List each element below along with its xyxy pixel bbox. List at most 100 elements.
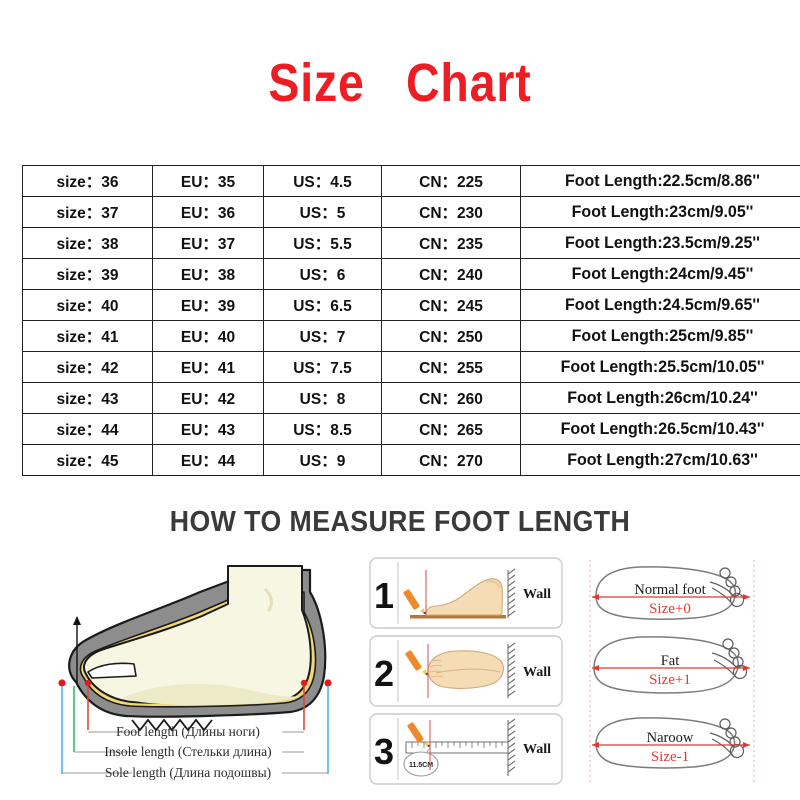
foot-type-fat-adjust: Size+1 (649, 672, 691, 688)
foot-shape (83, 565, 312, 705)
cell-foot-length: Foot Length:22.5cm/8.86'' (528, 165, 796, 197)
cell-eu: EU：44 (152, 444, 264, 476)
table-row: size：41 EU：40 US：7 CN：250 Foot Length:25… (22, 320, 800, 352)
page-title: Size Chart (268, 53, 532, 113)
measure-section-heading: HOW TO MEASURE FOOT LENGTH (169, 506, 631, 538)
step-1-ankle-shade (485, 580, 501, 589)
foot-type-normal-adjust: Size+0 (649, 601, 691, 617)
marker-point (58, 679, 66, 687)
cell-size: size：41 (22, 320, 153, 352)
step-1-wall-label: Wall (523, 587, 551, 602)
foot-type-fat-arrowhead-right (743, 665, 750, 671)
foot-type-normal-name: Normal foot (634, 582, 705, 598)
foot-type-narrow-adjust: Size-1 (651, 749, 689, 765)
cell-eu: EU：38 (152, 258, 264, 290)
cell-cn: CN：230 (381, 196, 521, 228)
cell-us: US：7.5 (263, 351, 382, 383)
table-row: size：40 EU：39 US：6.5 CN：245 Foot Length:… (22, 289, 800, 321)
step-1-foot-icon (425, 578, 503, 616)
step-3-ruler-value: 11.5CM (409, 762, 433, 769)
foot-type-normal: Normal foot Size+0 (592, 566, 750, 620)
cell-foot-length: Foot Length:24.5cm/9.65'' (528, 289, 796, 321)
measure-steps-panel: 1 Wall (368, 556, 564, 786)
step-2-number: 2 (374, 653, 394, 694)
foot-type-fat-toes-icon (711, 638, 748, 680)
cell-cn: CN：270 (381, 444, 521, 476)
step-1: 1 Wall (369, 557, 563, 629)
step-2-foot-icon (427, 650, 504, 689)
step-1-number: 1 (374, 575, 394, 616)
shoe-label-sole-length: Sole length (Длина подошвы) (105, 765, 271, 780)
cell-cn: CN：235 (381, 227, 521, 259)
step-1-wall-hatch-icon (507, 568, 516, 618)
cell-eu: EU：36 (152, 196, 264, 228)
cell-cn: CN：265 (381, 413, 521, 445)
ankle-highlight (264, 588, 273, 612)
step-3-pencil-icon (407, 722, 430, 748)
cell-cn: CN：240 (381, 258, 521, 290)
table-row: size：37 EU：36 US：5 CN：230 Foot Length:23… (22, 196, 800, 228)
cell-us: US：5.5 (263, 227, 382, 259)
cell-us: US：6.5 (263, 289, 382, 321)
step-3-ruler-ticks (411, 742, 503, 748)
cell-us: US：6 (263, 258, 382, 290)
cell-foot-length: Foot Length:26cm/10.24'' (528, 382, 796, 414)
step-2-pencil-icon (405, 650, 428, 676)
cell-eu: EU：35 (152, 165, 264, 197)
cell-us: US：8.5 (263, 413, 382, 445)
step-2: 2 Wall (369, 635, 563, 707)
step-3-number: 3 (374, 731, 394, 772)
cell-us: US：7 (263, 320, 382, 352)
foot-type-fat-name: Fat (661, 653, 680, 669)
foot-type-normal-arrowhead-right (743, 594, 750, 600)
up-arrow-head-icon (73, 616, 81, 625)
cell-us: US：4.5 (263, 165, 382, 197)
step-3-wall-label: Wall (523, 742, 551, 757)
cell-foot-length: Foot Length:25cm/9.85'' (528, 320, 796, 352)
cell-cn: CN：260 (381, 382, 521, 414)
foot-type-normal-arrowhead-left (592, 594, 599, 600)
table-row: size：45 EU：44 US：9 CN：270 Foot Length:27… (22, 444, 800, 476)
foot-type-fat-outline (593, 636, 739, 694)
cell-size: size：37 (22, 196, 153, 228)
marker-point (84, 679, 92, 687)
cell-size: size：40 (22, 289, 153, 321)
cell-size: size：45 (22, 444, 153, 476)
table-row: size：36 EU：35 US：4.5 CN：225 Foot Length:… (22, 165, 800, 197)
step-1-pencil-icon (403, 589, 426, 615)
table-row: size：38 EU：37 US：5.5 CN：235 Foot Length:… (22, 227, 800, 259)
cell-eu: EU：43 (152, 413, 264, 445)
cell-size: size：42 (22, 351, 153, 383)
foot-type-normal-toes-icon (709, 567, 745, 608)
foot-type-fat-arrowhead-left (592, 665, 599, 671)
step-3-callout-line (425, 747, 431, 754)
cell-cn: CN：250 (381, 320, 521, 352)
cell-foot-length: Foot Length:24cm/9.45'' (528, 258, 796, 290)
step-2-wall-label: Wall (523, 665, 551, 680)
cell-cn: CN：225 (381, 165, 521, 197)
table-row: size：44 EU：43 US：8.5 CN：265 Foot Length:… (22, 413, 800, 445)
size-chart-table: size：36 EU：35 US：4.5 CN：225 Foot Length:… (22, 165, 800, 476)
cell-foot-length: Foot Length:26.5cm/10.43'' (528, 413, 796, 445)
marker-point (324, 679, 332, 687)
step-3: 3 11.5CM (369, 713, 563, 785)
cell-foot-length: Foot Length:27cm/10.63'' (528, 444, 796, 476)
cell-foot-length: Foot Length:23.5cm/9.25'' (528, 227, 796, 259)
foot-type-narrow: Naroow Size-1 (592, 717, 750, 769)
foot-type-fat: Fat Size+1 (592, 636, 750, 694)
foot-type-normal-outline (595, 566, 737, 620)
foot-type-panel: Normal foot Size+0 Fat Size+1 (578, 556, 786, 788)
cell-size: size：36 (22, 165, 153, 197)
step-3-ruler-icon (405, 741, 509, 754)
foot-type-narrow-arrowhead-right (743, 742, 750, 748)
toe-detail (87, 662, 137, 679)
cell-size: size：39 (22, 258, 153, 290)
cell-eu: EU：42 (152, 382, 264, 414)
step-1-floor (410, 615, 506, 619)
cell-cn: CN：245 (381, 289, 521, 321)
cell-eu: EU：37 (152, 227, 264, 259)
sole-tread (131, 718, 213, 732)
foot-type-narrow-name: Naroow (647, 730, 694, 746)
shoe-label-foot-length: Foot length (Длины ноги) (116, 724, 260, 739)
cell-eu: EU：41 (152, 351, 264, 383)
